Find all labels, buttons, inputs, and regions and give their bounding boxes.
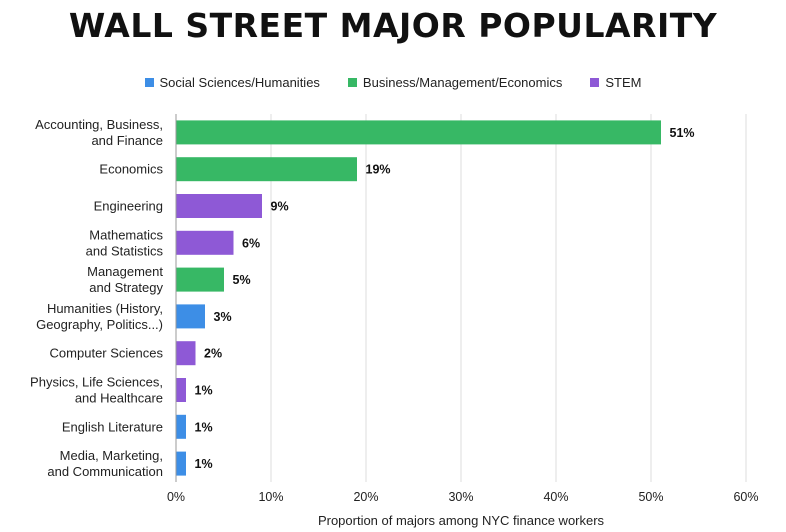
category-label: English Literature [62, 419, 163, 434]
bar [176, 378, 186, 402]
category-label: Engineering [94, 199, 163, 214]
legend-label-business: Business/Management/Economics [362, 75, 563, 90]
x-tick-label: 10% [258, 490, 283, 504]
bar [176, 267, 224, 292]
category-label: Mathematics and Statistics [86, 227, 164, 258]
bar [176, 341, 196, 366]
category-label-line: and Strategy [89, 280, 163, 295]
legend-swatch-stem [590, 78, 600, 87]
data-label: 51% [670, 126, 695, 140]
x-tick-label: 40% [543, 490, 568, 504]
legend-item-stem: STEM [590, 75, 641, 90]
data-label: 1% [195, 384, 213, 398]
bar [176, 157, 357, 182]
data-label: 1% [195, 457, 213, 471]
legend-item-social-sciences: Social Sciences/Humanities [144, 75, 320, 90]
category-label: Accounting, Business, and Finance [35, 117, 163, 148]
legend-swatch-social-sciences [144, 78, 154, 87]
legend-swatch-business [347, 78, 357, 87]
data-label: 3% [214, 310, 232, 324]
x-axis-label: Proportion of majors among NYC finance w… [317, 513, 605, 528]
category-label-line: Geography, Politics...) [36, 317, 163, 332]
data-label: 2% [204, 347, 222, 361]
category-label-line: Accounting, Business, [35, 117, 163, 132]
category-label: Computer Sciences [50, 346, 164, 361]
category-label: Media, Marketing, and Communication [47, 448, 163, 479]
data-label: 9% [271, 200, 289, 214]
x-tick-label: 60% [733, 490, 758, 504]
x-tick-label: 0% [167, 490, 185, 504]
category-label: Management and Strategy [87, 264, 163, 295]
category-label-line: Computer Sciences [50, 346, 164, 361]
category-label: Economics [99, 162, 163, 177]
legend-label-social-sciences: Social Sciences/Humanities [159, 75, 320, 90]
category-label-line: and Healthcare [75, 391, 163, 406]
data-label: 1% [195, 420, 213, 434]
x-tick-label: 30% [448, 490, 473, 504]
category-label-line: Management [87, 264, 163, 279]
data-label: 6% [242, 236, 260, 250]
legend-item-business: Business/Management/Economics [347, 75, 563, 90]
category-label-line: Media, Marketing, [60, 448, 163, 463]
category-label-line: Humanities (History, [47, 301, 163, 316]
bar [176, 451, 186, 476]
bar [176, 194, 262, 218]
x-tick-label: 50% [638, 490, 663, 504]
category-label: Physics, Life Sciences, and Healthcare [30, 375, 163, 406]
chart-legend: Social Sciences/Humanities Business/Mana… [0, 75, 786, 90]
category-label-line: English Literature [62, 419, 163, 434]
bar [176, 414, 186, 439]
category-label-line: Engineering [94, 199, 163, 214]
bar [176, 304, 205, 329]
bar [176, 120, 661, 145]
data-label: 5% [233, 273, 251, 287]
category-label-line: and Finance [91, 133, 163, 148]
chart-title: WALL STREET MAJOR POPULARITY [68, 6, 718, 45]
category-label-line: Mathematics [89, 227, 163, 242]
category-label-line: and Communication [47, 464, 163, 479]
bar [176, 230, 234, 255]
category-label-line: Economics [99, 162, 163, 177]
legend-label-stem: STEM [605, 75, 642, 90]
category-label-line: Physics, Life Sciences, [30, 375, 163, 390]
category-label-line: and Statistics [86, 243, 164, 258]
data-label: 19% [366, 163, 391, 177]
x-tick-label: 20% [353, 490, 378, 504]
category-label: Humanities (History, Geography, Politics.… [36, 301, 163, 332]
